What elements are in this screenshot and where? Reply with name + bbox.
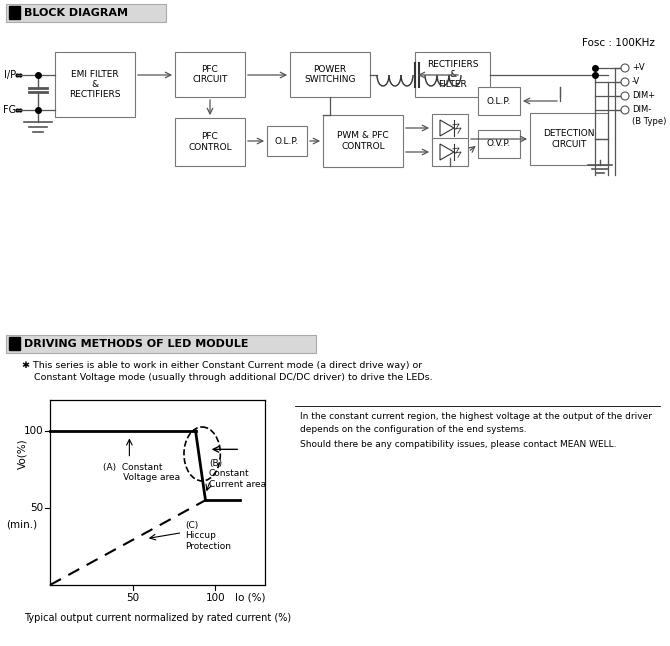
Text: Fosc : 100KHz: Fosc : 100KHz — [582, 38, 655, 48]
Bar — [6, 335, 316, 353]
Text: DIM+: DIM+ — [632, 92, 655, 101]
Bar — [290, 52, 370, 97]
Bar — [175, 52, 245, 97]
Text: BLOCK DIAGRAM: BLOCK DIAGRAM — [24, 8, 128, 19]
Text: DRIVING METHODS OF LED MODULE: DRIVING METHODS OF LED MODULE — [24, 339, 249, 349]
Text: RECTIFIERS
&
FILTER: RECTIFIERS & FILTER — [427, 59, 478, 89]
Text: Should there be any compatibility issues, please contact MEAN WELL.: Should there be any compatibility issues… — [300, 440, 616, 449]
Bar — [9, 6, 20, 19]
Text: (B Type): (B Type) — [632, 118, 667, 127]
Text: I/P: I/P — [4, 70, 16, 80]
Text: PFC
CIRCUIT: PFC CIRCUIT — [192, 65, 228, 84]
Text: PFC
CONTROL: PFC CONTROL — [188, 132, 232, 152]
Bar — [415, 52, 490, 97]
Text: depends on the configuration of the end systems.: depends on the configuration of the end … — [300, 425, 527, 434]
Text: -V: -V — [632, 78, 641, 87]
Text: (C)
Hiccup
Protection: (C) Hiccup Protection — [186, 521, 232, 550]
Text: Io (%): Io (%) — [235, 593, 266, 603]
Text: (A)  Constant
       Voltage area: (A) Constant Voltage area — [103, 463, 180, 482]
Text: PWM & PFC
CONTROL: PWM & PFC CONTROL — [337, 131, 389, 151]
Text: FG: FG — [3, 105, 16, 115]
Text: EMI FILTER
&
RECTIFIERS: EMI FILTER & RECTIFIERS — [69, 70, 121, 99]
Text: 100: 100 — [206, 593, 225, 603]
Text: In the constant current region, the highest voltage at the output of the driver: In the constant current region, the high… — [300, 412, 652, 421]
Bar — [323, 115, 403, 167]
Text: O.L.P.: O.L.P. — [487, 96, 511, 105]
Bar — [267, 126, 307, 156]
Bar — [9, 337, 20, 350]
Text: O.V.P.: O.V.P. — [487, 140, 511, 149]
Bar — [432, 138, 468, 166]
Text: DIM-: DIM- — [632, 105, 651, 114]
Text: 100: 100 — [23, 426, 43, 436]
Text: Vo(%): Vo(%) — [17, 439, 27, 469]
Text: 50: 50 — [126, 593, 139, 603]
Text: Typical output current normalized by rated current (%): Typical output current normalized by rat… — [24, 613, 291, 623]
Bar — [175, 118, 245, 166]
Bar — [6, 4, 166, 22]
Bar — [55, 52, 135, 117]
Text: 50: 50 — [30, 503, 43, 513]
Text: (min.): (min.) — [7, 520, 38, 530]
Bar — [478, 87, 520, 115]
Text: O.L.P.: O.L.P. — [275, 136, 299, 145]
Text: DETECTION
CIRCUIT: DETECTION CIRCUIT — [543, 129, 595, 149]
Text: (B)
Constant
Current area: (B) Constant Current area — [209, 459, 266, 489]
Text: Constant Voltage mode (usually through additional DC/DC driver) to drive the LED: Constant Voltage mode (usually through a… — [22, 373, 433, 382]
Text: ✱ This series is able to work in either Constant Current mode (a direct drive wa: ✱ This series is able to work in either … — [22, 361, 422, 370]
Bar — [478, 130, 520, 158]
Text: POWER
SWITCHING: POWER SWITCHING — [304, 65, 356, 84]
Bar — [432, 114, 468, 142]
Text: +V: +V — [632, 63, 645, 72]
Bar — [530, 113, 608, 165]
